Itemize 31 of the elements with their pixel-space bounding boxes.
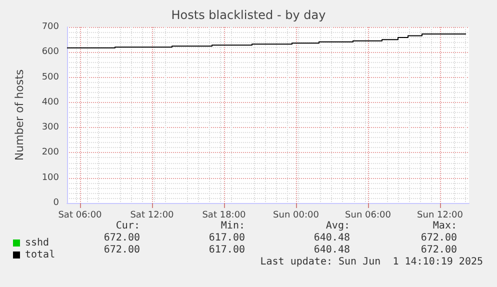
legend-label: sshd — [25, 238, 50, 248]
text: 672.00 — [104, 244, 140, 256]
x-tick-label: Sun 06:00 — [345, 210, 392, 220]
x-tick-label: Sat 06:00 — [58, 210, 102, 220]
text: Max: — [432, 220, 457, 232]
y-tick-label: 100 — [42, 172, 60, 183]
y-tick-label: 600 — [42, 47, 60, 58]
y-tick-label: 500 — [42, 72, 60, 82]
text: Last update: Sun Jun 1 14:10:19 2025 — [260, 256, 484, 268]
text: Min: — [220, 220, 245, 232]
x-tick-label: Sat 18:00 — [202, 210, 246, 220]
chart-title: Hosts blacklisted - by day — [171, 8, 326, 22]
x-tick-label: Sat 12:00 — [130, 210, 174, 220]
x-tick-label: Sun 00:00 — [273, 210, 320, 220]
text: 672.00 — [420, 244, 457, 256]
text: Cur: — [116, 220, 140, 232]
text: Avg: — [326, 220, 350, 232]
y-axis-title: Number of hosts — [13, 69, 26, 161]
text: 617.00 — [208, 232, 245, 244]
y-tick-label: 0 — [53, 198, 60, 208]
y-tick-label: 200 — [42, 148, 60, 158]
y-tick-label: 400 — [42, 97, 60, 108]
text: 672.00 — [420, 232, 457, 244]
text: 640.48 — [314, 232, 350, 244]
text: 672.00 — [104, 232, 140, 244]
text: 617.00 — [208, 244, 245, 256]
text: 640.48 — [314, 244, 350, 256]
y-tick-label: 700 — [42, 22, 60, 32]
x-tick-label: Sun 12:00 — [417, 210, 464, 220]
legend-label: total — [25, 250, 56, 260]
y-tick-label: 300 — [42, 122, 60, 133]
